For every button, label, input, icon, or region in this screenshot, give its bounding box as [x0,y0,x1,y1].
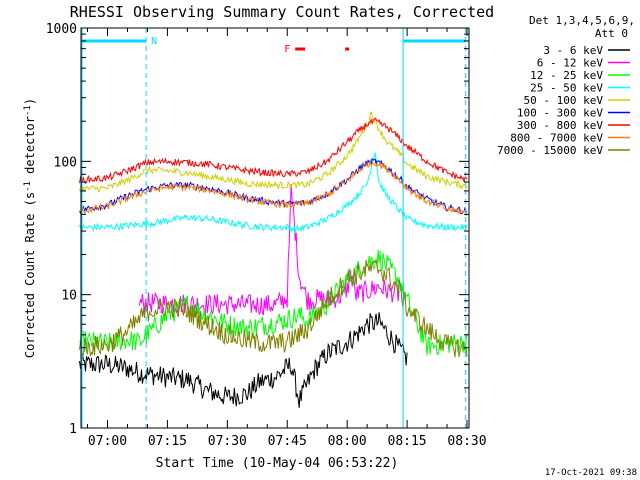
flare-flag-label: F [284,44,290,55]
plot-frame [80,27,470,429]
x-tick-label-1: 07:15 [148,434,187,449]
legend-title-line1: Det 1,3,4,5,6,9, [529,14,635,27]
legend-label-7: 800 - 7000 keV [510,132,603,145]
chart-title: RHESSI Observing Summary Count Rates, Co… [70,3,494,21]
x-tick-label-3: 07:45 [268,434,307,449]
x-tick-label-0: 07:00 [88,434,127,449]
x-tick-label-5: 08:15 [388,434,427,449]
night-flag-label: N [151,36,157,47]
legend-label-8: 7000 - 15000 keV [497,144,603,157]
timestamp: 17-Oct-2021 09:38 [545,468,637,478]
series-line-5 [79,157,468,215]
legend-label-5: 100 - 300 keV [517,107,603,120]
legend-label-6: 300 - 800 keV [517,119,603,132]
legend-title-line2: Att 0 [595,27,628,40]
y-tick-label-2: 100 [54,155,77,170]
x-axis: 07:00 07:15 07:30 07:45 08:00 08:15 08:30 [87,28,487,449]
legend-label-3: 25 - 50 keV [530,82,603,95]
flags-layer: NF [81,28,467,428]
x-tick-label-6: 08:30 [447,434,486,449]
y-tick-label-1: 10 [61,289,77,304]
series-line-4 [79,111,468,193]
x-tick-label-2: 07:30 [208,434,247,449]
series-line-6 [79,117,468,184]
legend-label-1: 6 - 12 keV [537,57,604,70]
y-axis: 1 10 100 1000 [46,22,469,437]
y-axis-label: Corrected Count Rate (s-1 detector-1) [23,98,37,358]
series-line-0 [79,312,408,408]
series-line-8 [79,259,468,359]
legend-label-2: 12 - 25 keV [530,69,603,82]
series-line-3 [79,152,468,234]
series-line-2 [79,249,468,356]
series-line-7 [79,160,468,217]
x-axis-label: Start Time (10-May-04 06:53:22) [156,456,399,471]
series-layer [79,111,468,408]
x-tick-label-4: 08:00 [328,434,367,449]
series-line-1 [139,184,400,316]
y-tick-label-0: 1 [69,422,77,437]
legend-label-0: 3 - 6 keV [543,44,603,57]
y-tick-label-3: 1000 [46,22,77,37]
plot-area: NF 07:00 07:15 07:30 07:45 08:00 08:15 08:30 1… [46,22,487,449]
legend-label-4: 50 - 100 keV [524,94,604,107]
